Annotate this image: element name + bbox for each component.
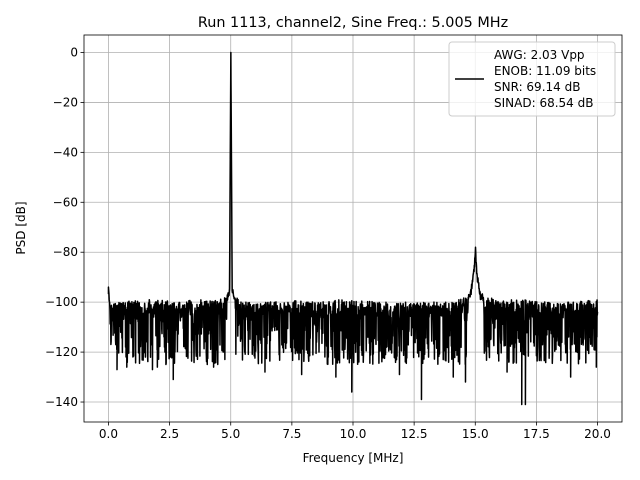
- y-tick-label: −140: [45, 395, 78, 409]
- y-tick-label: 0: [70, 45, 78, 59]
- y-axis-label: PSD [dB]: [14, 201, 28, 254]
- x-tick-label: 17.5: [523, 427, 550, 441]
- y-tick-label: −40: [53, 145, 78, 159]
- x-tick-label: 12.5: [401, 427, 428, 441]
- y-tick-label: −60: [53, 195, 78, 209]
- legend: AWG: 2.03 Vpp ENOB: 11.09 bits SNR: 69.1…: [448, 41, 616, 117]
- y-tick-label: −100: [45, 295, 78, 309]
- y-tick-label: −80: [53, 245, 78, 259]
- legend-text-snr: SNR: 69.14 dB: [494, 80, 580, 94]
- legend-text-awg: AWG: 2.03 Vpp: [494, 48, 585, 62]
- x-tick-label: 2.5: [160, 427, 179, 441]
- chart-title: Run 1113, channel2, Sine Freq.: 5.005 MH…: [198, 15, 508, 31]
- x-tick-label: 10.0: [340, 427, 367, 441]
- legend-text-sinad: SINAD: 68.54 dB: [494, 96, 593, 110]
- x-tick-label: 7.5: [282, 427, 301, 441]
- y-tick-label: −20: [53, 95, 78, 109]
- x-tick-label: 20.0: [584, 427, 611, 441]
- x-axis-label: Frequency [MHz]: [303, 451, 404, 465]
- psd-series-line: [107, 51, 599, 406]
- x-tick-label: 5.0: [221, 427, 240, 441]
- y-axis: 0 −20 −40 −60 −80 −100 −120 −140: [45, 45, 84, 409]
- legend-text-enob: ENOB: 11.09 bits: [494, 64, 596, 78]
- y-tick-label: −120: [45, 345, 78, 359]
- x-tick-label: 15.0: [462, 427, 489, 441]
- series-layer: [107, 51, 599, 406]
- x-tick-label: 0.0: [99, 427, 118, 441]
- legend-box: [448, 41, 616, 117]
- x-axis: 0.0 2.5 5.0 7.5 10.0 12.5 15.0 17.5 20.0: [99, 422, 611, 441]
